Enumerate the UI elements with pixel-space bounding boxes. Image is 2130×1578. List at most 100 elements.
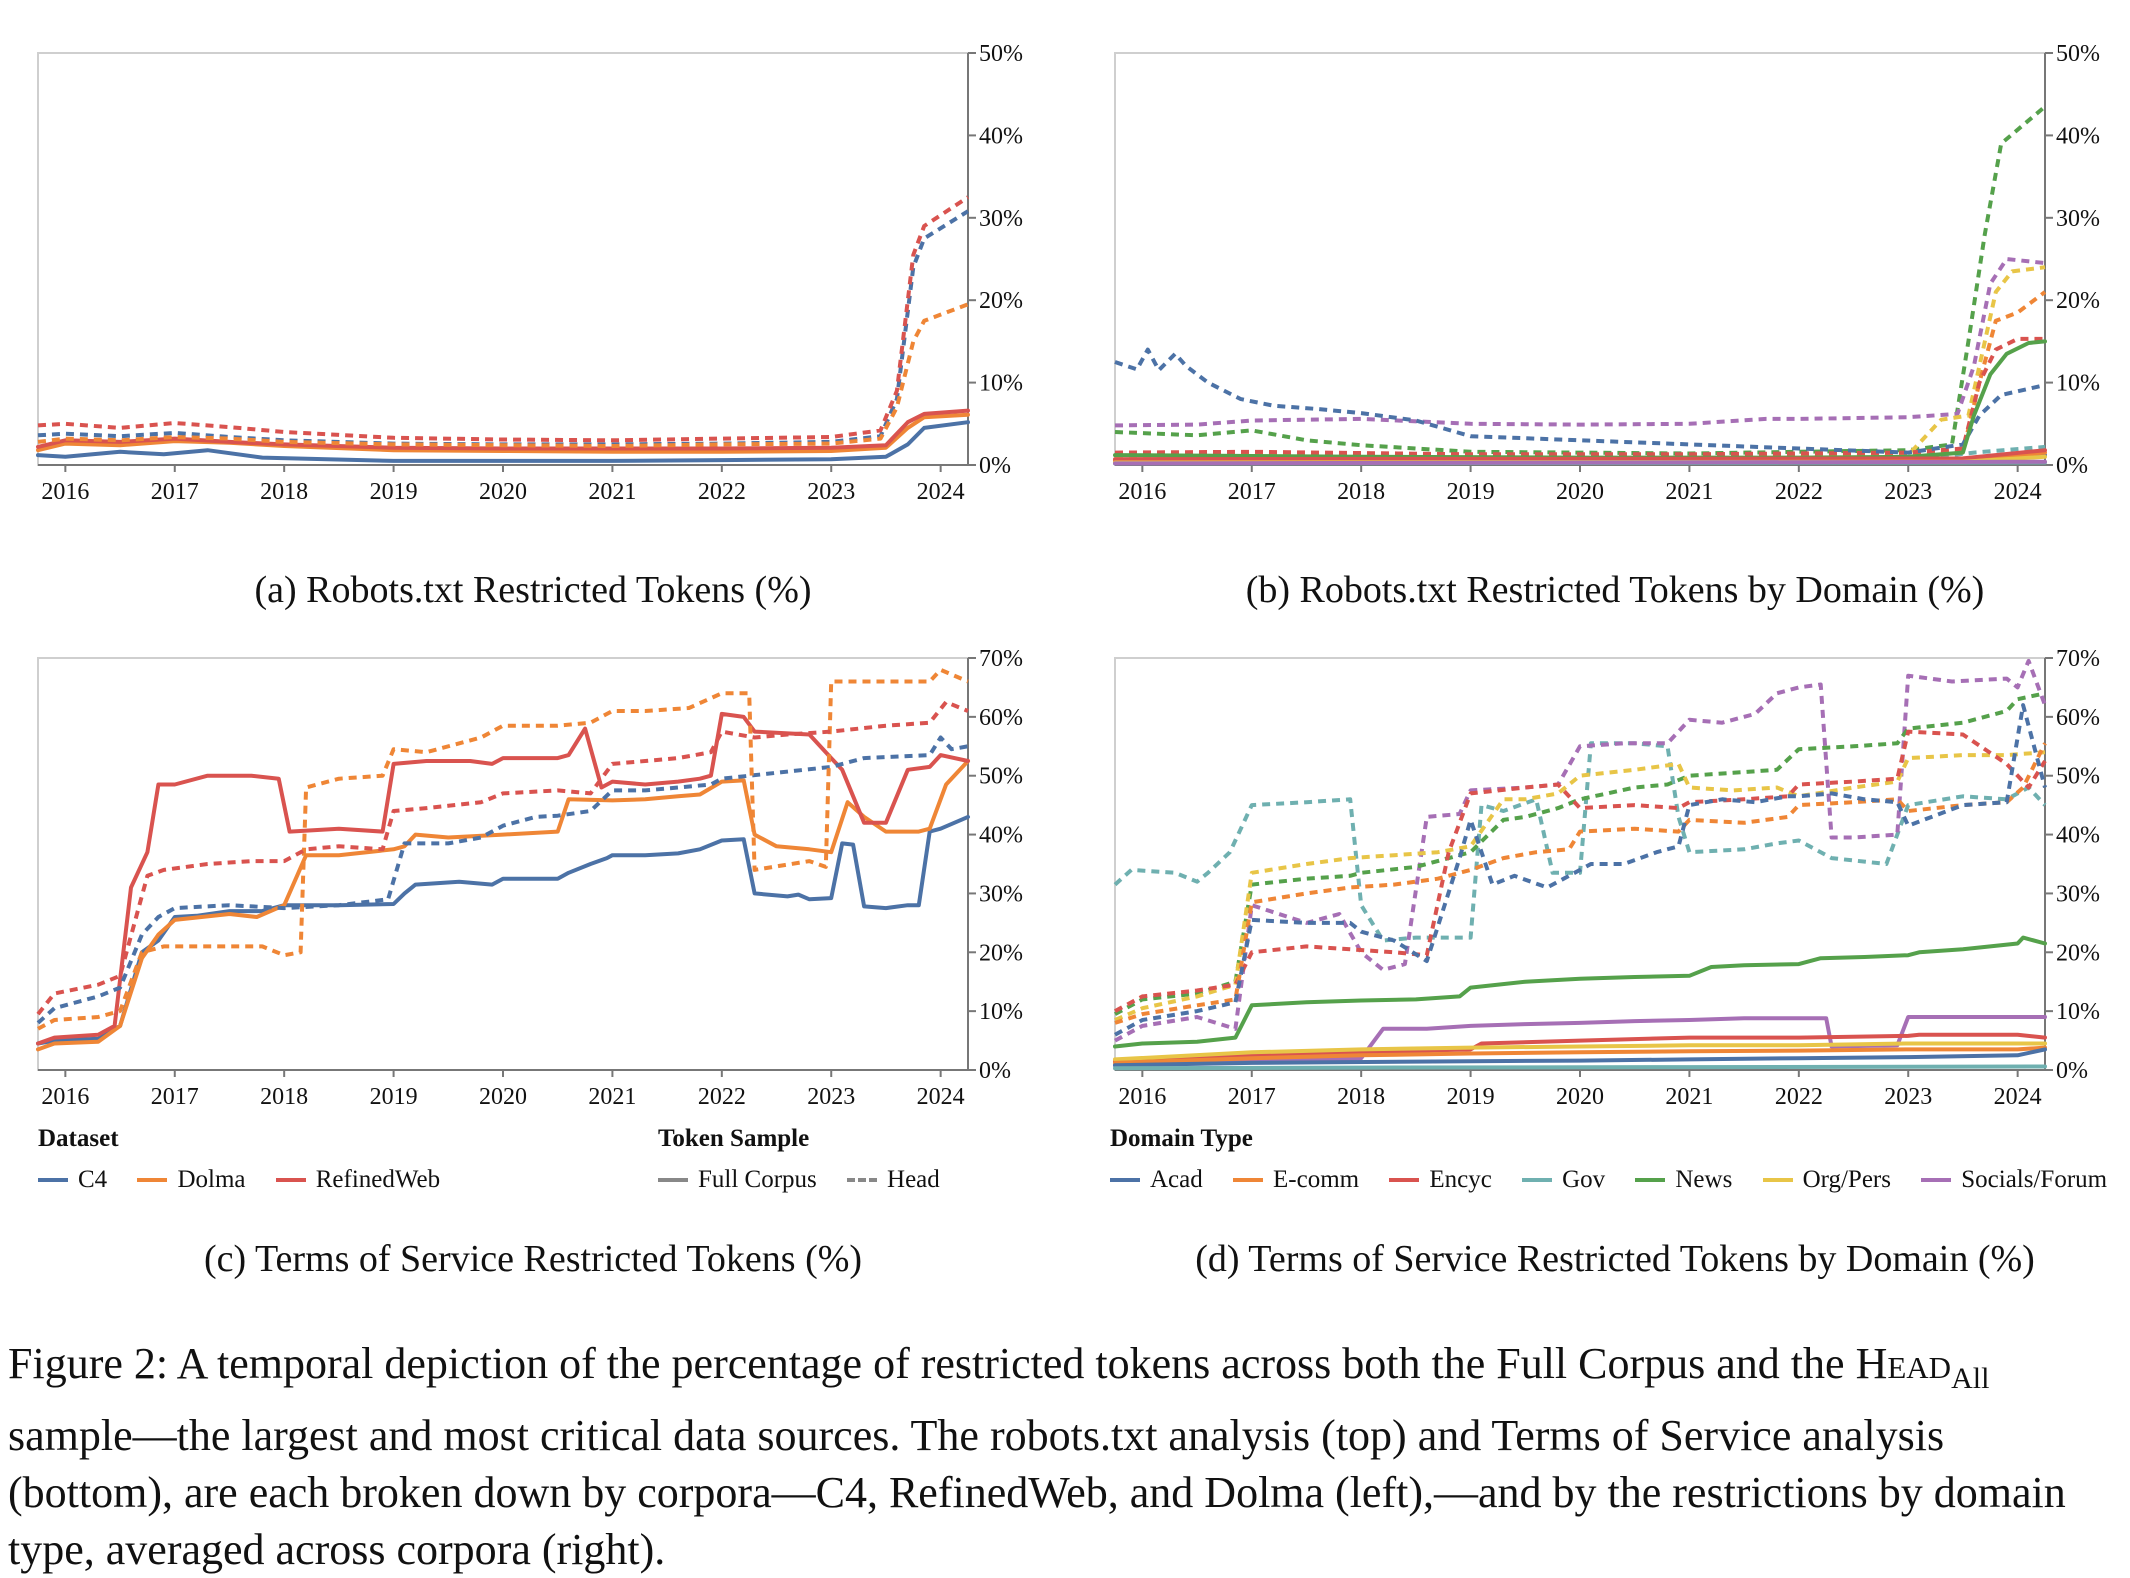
x-tick-label: 2023 [1884, 479, 1932, 505]
chart-c-svg: 0% 10% 20% 30% 40% 50% 60% 70% 2016 2017 2018 2019 2… [36, 646, 1023, 1110]
y-tick-label: 50% [979, 764, 1023, 790]
legend-swatch [38, 1178, 68, 1182]
x-tick-label: 2016 [1118, 479, 1166, 505]
x-tick-label: 2016 [41, 479, 89, 505]
series-line-c4-full-corpus [36, 420, 970, 463]
series-line-encyc-full-corpus [1113, 1032, 2047, 1064]
series-line-acad-head [1114, 347, 2046, 455]
legend-item-gov: Gov [1522, 1166, 1605, 1194]
y-tick-label: 30% [979, 881, 1023, 907]
y-tick-label: 20% [2056, 940, 2100, 966]
series-line-news-head [1114, 691, 2046, 1016]
x-tick-label: 2017 [1228, 479, 1276, 505]
y-tick-label: 10% [979, 371, 1023, 397]
caption-c: (c) Terms of Service Restricted Tokens (… [203, 1238, 863, 1280]
y-tick-label: 20% [979, 288, 1023, 314]
series-line-c4-head [37, 209, 970, 447]
legend-item-ecomm: E-comm [1233, 1166, 1359, 1194]
x-tick-label: 2019 [370, 479, 418, 505]
x-tick-label: 2021 [1665, 1084, 1713, 1110]
legend-swatch [847, 1178, 878, 1182]
legend-item-c4: C4 [38, 1166, 107, 1194]
x-tick-label: 2018 [1337, 479, 1385, 505]
legend-swatch [137, 1178, 168, 1182]
legend-swatch [1110, 1178, 1140, 1182]
figure-caption: Figure 2: A temporal depiction of the pe… [8, 1339, 2066, 1574]
legend-domain-title: Domain Type [1110, 1125, 1253, 1152]
x-tick-label: 2022 [1775, 1084, 1823, 1110]
x-tick-label: 2022 [698, 479, 746, 505]
legend-swatch [1389, 1178, 1420, 1182]
y-tick-label: 40% [2056, 123, 2100, 149]
x-tick-label: 2017 [1228, 1084, 1276, 1110]
legend-item-full-corpus: Full Corpus [658, 1166, 817, 1194]
y-tick-label: 20% [2056, 288, 2100, 314]
caption-a: (a) Robots.txt Restricted Tokens (%) [254, 569, 812, 611]
y-tick-label: 30% [979, 206, 1023, 232]
legend-swatch [658, 1178, 688, 1182]
x-tick-label: 2018 [260, 1084, 308, 1110]
series-line-dolma-head [37, 667, 969, 1031]
chart-panel-d: 0% 10% 20% 30% 40% 50% 60% 70% 2016 2017 2018 2019 2… [1065, 640, 2130, 1110]
series-line-e-comm-full-corpus [1113, 1045, 2047, 1065]
chart-d-svg: 0% 10% 20% 30% 40% 50% 60% 70% 2016 2017 2018 2019 2… [1113, 646, 2100, 1110]
legend-item-news: News [1635, 1166, 1732, 1194]
plot-frame [37, 52, 969, 466]
legend-item-socials: Socials/Forum [1921, 1166, 2107, 1194]
x-tick-label: 2023 [807, 1084, 855, 1110]
series-line-news-full-corpus [1113, 935, 2047, 1049]
legend-domain-type: Domain Type Acad E-comm Encyc Gov News O… [1110, 1125, 2130, 1194]
y-tick-label: 10% [979, 999, 1023, 1025]
series-line-refinedweb-head [36, 700, 969, 1016]
series-line-socials-forum-head [1114, 658, 2047, 1043]
chart-panel-c: 0% 10% 20% 30% 40% 50% 60% 70% 2016 2017 2018 2019 2… [0, 640, 1065, 1110]
legend-dataset: Dataset C4 Dolma RefinedWeb [38, 1125, 464, 1194]
series-line-acad-full-corpus [1113, 1047, 2047, 1068]
x-tick-label: 2019 [1447, 1084, 1495, 1110]
x-tick-label: 2020 [479, 1084, 527, 1110]
series-line-encyc-full-corpus [1113, 448, 2047, 462]
series-line-dolma-full-corpus [36, 412, 970, 454]
legend-swatch [1635, 1178, 1666, 1182]
y-tick-label: 10% [2056, 371, 2100, 397]
x-tick-label: 2017 [151, 479, 199, 505]
y-tick-label: 60% [2056, 705, 2100, 731]
y-tick-label: 50% [2056, 764, 2100, 790]
legend-swatch [1233, 1178, 1263, 1182]
y-tick-label: 30% [2056, 206, 2100, 232]
series-line-org-pers-head [1114, 750, 2046, 1022]
x-tick-label: 2024 [917, 1084, 965, 1110]
x-tick-label: 2018 [1337, 1084, 1385, 1110]
legend-swatch [1762, 1178, 1793, 1182]
x-tick-label: 2021 [588, 1084, 636, 1110]
y-tick-label: 0% [2056, 1058, 2088, 1084]
x-tick-label: 2021 [588, 479, 636, 505]
x-tick-label: 2019 [1447, 479, 1495, 505]
legend-swatch [275, 1178, 306, 1182]
legend-token-title: Token Sample [658, 1125, 810, 1152]
x-tick-label: 2024 [917, 479, 965, 505]
legend-item-dolma: Dolma [137, 1166, 245, 1194]
series-line-gov-head [1113, 741, 2047, 943]
series-line-dolma-full-corpus [36, 759, 970, 1052]
series-line-encyc-head [1114, 336, 2045, 457]
y-tick-label: 70% [2056, 646, 2100, 672]
series-line-gov-full-corpus [1113, 1064, 2047, 1071]
caption-b: (b) Robots.txt Restricted Tokens by Doma… [1245, 569, 1985, 611]
legend-swatch [1921, 1178, 1952, 1182]
series-line-e-comm-head [1114, 742, 2047, 1025]
y-tick-label: 0% [979, 453, 1011, 479]
caption-d: (d) Terms of Service Restricted Tokens b… [1195, 1238, 2035, 1280]
y-tick-label: 0% [979, 1058, 1011, 1084]
legend-item-acad: Acad [1110, 1166, 1203, 1194]
legend-dataset-title: Dataset [38, 1125, 119, 1152]
head-word: Head [1855, 1339, 1952, 1388]
x-tick-label: 2024 [1994, 479, 2042, 505]
series-line-socials-forum-full-corpus [1113, 459, 2047, 466]
series-line-encyc-head [1114, 729, 2047, 1013]
x-tick-label: 2023 [807, 479, 855, 505]
x-tick-label: 2016 [41, 1084, 89, 1110]
x-tick-label: 2017 [151, 1084, 199, 1110]
series-line-dolma-head [37, 302, 969, 448]
series-line-acad-head [1114, 703, 2047, 1037]
